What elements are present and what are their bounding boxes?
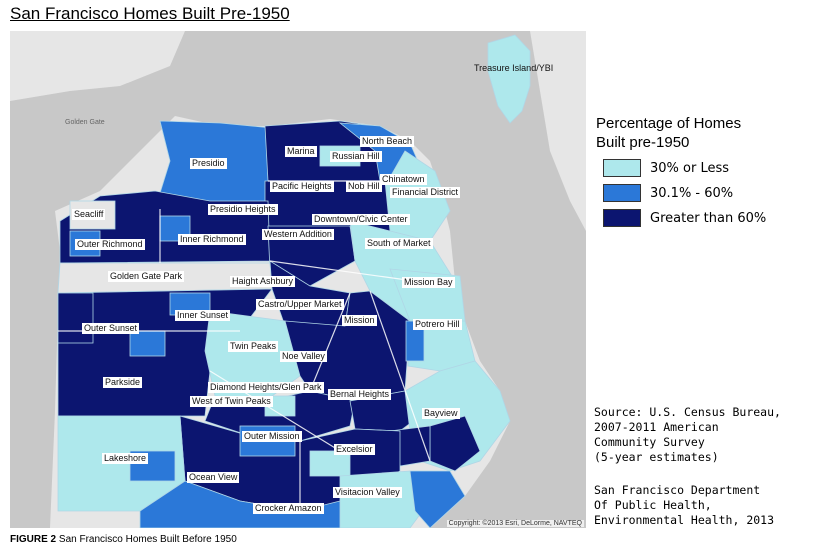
map-title: San Francisco Homes Built Pre-1950: [10, 4, 290, 23]
dept-line3: Environmental Health, 2013: [594, 513, 775, 527]
label-inner-sunset: Inner Sunset: [175, 310, 231, 321]
water-label-golden-gate: Golden Gate: [65, 119, 105, 126]
label-visitacion-valley: Visitacion Valley: [333, 487, 402, 498]
caption-text: San Francisco Homes Built Before 1950: [56, 534, 237, 545]
label-bernal-heights: Bernal Heights: [328, 389, 392, 400]
map-canvas: [10, 31, 586, 528]
label-bayview: Bayview: [422, 408, 460, 419]
label-outer-sunset: Outer Sunset: [82, 323, 140, 334]
label-treasure-island: Treasure Island/YBI: [474, 63, 554, 73]
label-outer-richmond: Outer Richmond: [75, 239, 145, 250]
label-marina: Marina: [285, 146, 317, 157]
label-south-of-market: South of Market: [365, 238, 433, 249]
label-western-addition: Western Addition: [262, 229, 334, 240]
label-parkside: Parkside: [103, 377, 143, 388]
figure-caption: FIGURE 2 San Francisco Homes Built Befor…: [10, 534, 237, 545]
label-golden-gate-park: Golden Gate Park: [108, 271, 185, 282]
legend-item-low: 30% or Less: [603, 158, 729, 178]
label-mission: Mission: [342, 315, 377, 326]
label-mission-bay: Mission Bay: [402, 277, 455, 288]
label-twin-peaks: Twin Peaks: [228, 341, 279, 352]
legend-label-low: 30% or Less: [650, 160, 730, 176]
label-haight-ashbury: Haight Ashbury: [230, 276, 296, 287]
tract-excelsior-low: [309, 450, 351, 477]
label-pacific-heights: Pacific Heights: [270, 181, 334, 192]
source-line4: (5-year estimates): [594, 450, 719, 464]
legend-title: Percentage of Homes Built pre-1950: [596, 114, 806, 152]
label-west-of-twin-peaks: West of Twin Peaks: [190, 396, 273, 407]
label-ocean-view: Ocean View: [187, 472, 240, 483]
legend-label-mid: 30.1% - 60%: [650, 185, 734, 201]
map-view[interactable]: Golden Gate Treasure Island/YBI North Be…: [10, 31, 586, 528]
source-line2: 2007-2011 American: [594, 420, 719, 434]
east-bay-land: [530, 31, 586, 231]
dept-line2: Of Public Health,: [594, 498, 712, 512]
label-north-beach: North Beach: [360, 136, 415, 147]
legend-swatch-mid: [603, 184, 641, 202]
tract-sunset-mid: [129, 330, 166, 357]
source-line3: Community Survey: [594, 435, 705, 449]
tract-crocker-amazon: [139, 480, 341, 528]
legend-item-mid: 30.1% - 60%: [603, 183, 733, 203]
label-excelsior: Excelsior: [334, 444, 375, 455]
legend-label-high: Greater than 60%: [650, 210, 767, 226]
label-nob-hill: Nob Hill: [346, 181, 382, 192]
caption-prefix: FIGURE 2: [10, 534, 57, 545]
label-presidio: Presidio: [190, 158, 227, 169]
legend-title-line2: Built pre-1950: [596, 134, 690, 151]
map-copyright: Copyright: ©2013 Esri, DeLorme, NAVTEQ: [446, 520, 584, 527]
source-note: Source: U.S. Census Bureau, 2007-2011 Am…: [594, 405, 820, 465]
label-outer-mission: Outer Mission: [242, 431, 302, 442]
department-note: San Francisco Department Of Public Healt…: [594, 483, 820, 528]
legend-item-high: Greater than 60%: [603, 208, 766, 228]
legend-swatch-low: [603, 159, 641, 177]
tract-visitacion-mid: [409, 470, 466, 528]
label-crocker-amazon: Crocker Amazon: [253, 503, 324, 514]
label-inner-richmond: Inner Richmond: [178, 234, 246, 245]
dept-line1: San Francisco Department: [594, 483, 761, 497]
label-russian-hill: Russian Hill: [330, 151, 382, 162]
legend-swatch-high: [603, 209, 641, 227]
label-lakeshore: Lakeshore: [102, 453, 149, 464]
treasure-island: [487, 34, 531, 124]
label-diamond-heights-glen-park: Diamond Heights/Glen Park: [208, 382, 324, 393]
label-noe-valley: Noe Valley: [280, 351, 327, 362]
tract-outer-sunset-a: [57, 292, 94, 344]
label-downtown-civic-center: Downtown/Civic Center: [312, 214, 410, 225]
label-financial-district: Financial District: [390, 187, 461, 198]
label-chinatown: Chinatown: [380, 174, 427, 185]
label-potrero-hill: Potrero Hill: [413, 319, 462, 330]
legend-title-line1: Percentage of Homes: [596, 115, 742, 132]
marin-land: [10, 31, 185, 101]
label-seacliff: Seacliff: [72, 209, 106, 220]
label-presidio-heights: Presidio Heights: [208, 204, 278, 215]
source-line1: Source: U.S. Census Bureau,: [594, 405, 781, 419]
label-castro-upper-market: Castro/Upper Market: [256, 299, 344, 310]
